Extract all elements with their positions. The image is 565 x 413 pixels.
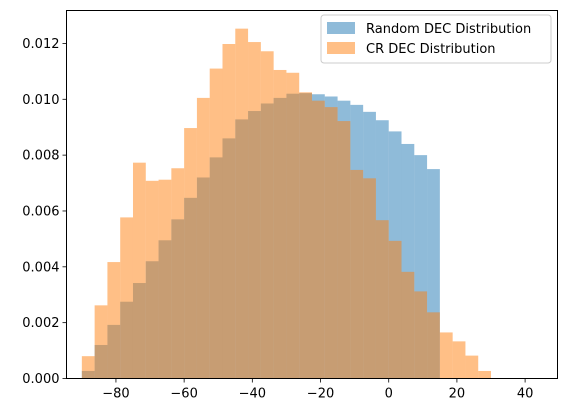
histogram-bar xyxy=(414,291,428,379)
histogram-bar xyxy=(337,121,351,379)
histogram-bar xyxy=(363,178,376,379)
y-tick-label: 0.002 xyxy=(22,316,59,331)
histogram-bar xyxy=(273,69,287,379)
y-axis-ticks: 0.000 0.002 0.004 0.006 0.008 0.010 0.012 xyxy=(22,37,67,387)
legend-box xyxy=(320,14,552,64)
histogram-bar xyxy=(209,68,223,379)
histogram-bar xyxy=(427,312,440,379)
legend-swatch-cr xyxy=(327,42,355,54)
histogram-bar xyxy=(235,28,249,379)
cr-dec-series xyxy=(81,28,492,379)
histogram-bar xyxy=(94,305,108,379)
x-axis-ticks: −80 −60 −40 −20 0 20 40 xyxy=(102,378,534,402)
y-tick-label: 0.012 xyxy=(22,37,59,52)
histogram-bar xyxy=(439,332,453,379)
legend-swatch-random xyxy=(327,22,355,34)
histogram-bar xyxy=(120,217,133,379)
x-tick-label: −20 xyxy=(307,387,334,402)
x-tick-label: −80 xyxy=(102,387,129,402)
legend-label-random: Random DEC Distribution xyxy=(366,22,531,37)
y-tick-label: 0.006 xyxy=(22,204,59,219)
histogram-bar xyxy=(184,128,197,379)
legend-label-cr: CR DEC Distribution xyxy=(366,42,496,57)
x-tick-label: −60 xyxy=(170,387,197,402)
histogram-bar xyxy=(312,100,325,379)
histogram-bar xyxy=(158,179,172,379)
histogram-bar xyxy=(388,240,402,379)
histogram-bar xyxy=(248,42,261,379)
histogram-bar xyxy=(81,356,95,379)
histogram-bar xyxy=(478,370,492,379)
y-tick-label: 0.004 xyxy=(22,260,59,275)
histogram-bar xyxy=(401,271,415,379)
histogram-bar xyxy=(260,51,274,379)
y-tick-label: 0.000 xyxy=(22,372,59,387)
histogram-bar xyxy=(465,355,479,379)
histogram-bar xyxy=(171,168,185,379)
histogram-bar xyxy=(145,180,159,379)
histogram-bar xyxy=(132,162,146,379)
histogram-bar xyxy=(222,44,236,379)
x-tick-label: 0 xyxy=(385,387,393,402)
histogram-bar xyxy=(107,262,121,379)
x-tick-label: 20 xyxy=(449,387,466,402)
histogram-bar xyxy=(299,92,312,379)
legend: Random DEC Distribution CR DEC Distribut… xyxy=(320,14,552,64)
histogram-bar xyxy=(350,169,364,379)
y-tick-label: 0.010 xyxy=(22,93,59,108)
x-tick-label: 40 xyxy=(517,387,534,402)
plot-frame xyxy=(66,10,558,379)
histogram-bar xyxy=(196,97,210,379)
histogram-bar xyxy=(375,220,389,379)
histogram-bar xyxy=(324,107,338,379)
x-tick-label: −40 xyxy=(239,387,266,402)
y-tick-label: 0.008 xyxy=(22,149,59,164)
histogram-bar xyxy=(452,341,466,379)
histogram-bar xyxy=(286,72,300,379)
